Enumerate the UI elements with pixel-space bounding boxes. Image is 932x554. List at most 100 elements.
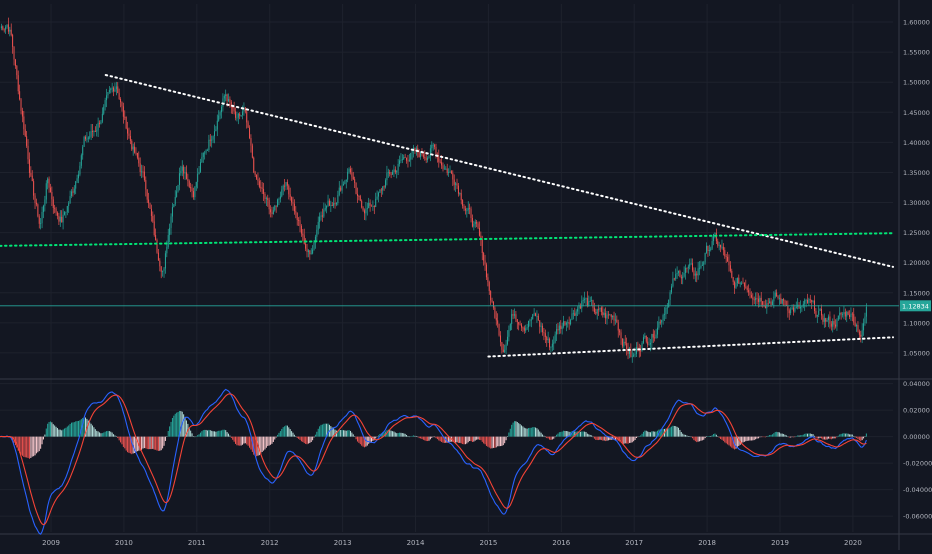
candle-body[interactable] <box>225 94 227 97</box>
candle-body[interactable] <box>621 338 623 347</box>
candle-body[interactable] <box>300 225 302 234</box>
candle-body[interactable] <box>344 181 346 185</box>
candle-body[interactable] <box>521 324 523 328</box>
candle-body[interactable] <box>180 170 182 174</box>
candle-body[interactable] <box>683 272 685 277</box>
candle-body[interactable] <box>197 174 199 182</box>
candle-body[interactable] <box>121 102 123 107</box>
candle-body[interactable] <box>321 215 323 217</box>
candle-body[interactable] <box>846 311 848 317</box>
candle-body[interactable] <box>331 205 333 206</box>
candle-body[interactable] <box>323 209 325 217</box>
candle-body[interactable] <box>630 350 632 357</box>
candle-body[interactable] <box>120 98 122 103</box>
candle-body[interactable] <box>267 198 269 200</box>
candle-body[interactable] <box>746 287 748 291</box>
candle-body[interactable] <box>244 107 246 112</box>
candle-body[interactable] <box>693 270 695 276</box>
candle-body[interactable] <box>42 205 44 212</box>
candle-body[interactable] <box>600 307 602 312</box>
candle-body[interactable] <box>372 205 374 207</box>
candle-body[interactable] <box>749 292 751 296</box>
candle-body[interactable] <box>798 304 800 309</box>
candle-body[interactable] <box>561 326 563 329</box>
candle-body[interactable] <box>485 264 487 278</box>
candle-body[interactable] <box>382 186 384 191</box>
candle-body[interactable] <box>319 216 321 222</box>
candle-body[interactable] <box>644 335 646 338</box>
candle-body[interactable] <box>470 208 472 219</box>
candle-body[interactable] <box>811 300 813 302</box>
candle-body[interactable] <box>256 174 258 179</box>
candle-body[interactable] <box>312 249 314 254</box>
candle-body[interactable] <box>462 200 464 206</box>
candle-body[interactable] <box>394 169 396 173</box>
candle-body[interactable] <box>612 315 614 318</box>
candle-body[interactable] <box>847 311 849 315</box>
candle-body[interactable] <box>85 136 87 140</box>
candle-body[interactable] <box>134 146 136 153</box>
candle-body[interactable] <box>495 317 497 321</box>
candle-body[interactable] <box>829 316 831 324</box>
candle-body[interactable] <box>710 248 712 250</box>
candle-body[interactable] <box>722 246 724 251</box>
candle-body[interactable] <box>596 309 598 314</box>
candle-body[interactable] <box>589 301 591 302</box>
candle-body[interactable] <box>504 349 506 353</box>
candle-body[interactable] <box>581 301 583 309</box>
macd-panel[interactable] <box>0 388 867 535</box>
candle-body[interactable] <box>387 172 389 173</box>
candle-body[interactable] <box>184 172 186 174</box>
candle-body[interactable] <box>427 157 429 161</box>
candle-body[interactable] <box>347 171 349 180</box>
candle-body[interactable] <box>407 160 409 162</box>
candle-body[interactable] <box>240 115 242 116</box>
candle-body[interactable] <box>481 239 483 254</box>
candle-body[interactable] <box>93 131 95 132</box>
candle-body[interactable] <box>278 198 280 200</box>
candle-body[interactable] <box>55 208 57 213</box>
candle-body[interactable] <box>830 323 832 327</box>
candle-body[interactable] <box>515 314 517 320</box>
candle-body[interactable] <box>251 145 253 158</box>
candle-body[interactable] <box>421 151 423 155</box>
candle-body[interactable] <box>690 263 692 265</box>
candle-body[interactable] <box>661 320 663 323</box>
candle-body[interactable] <box>183 166 185 174</box>
candle-body[interactable] <box>386 172 388 181</box>
candle-body[interactable] <box>338 187 340 195</box>
candle-body[interactable] <box>334 203 336 205</box>
candle-body[interactable] <box>627 349 629 354</box>
candle-body[interactable] <box>348 168 350 172</box>
candle-body[interactable] <box>679 270 681 277</box>
candle-body[interactable] <box>518 322 520 325</box>
candle-body[interactable] <box>233 107 235 112</box>
candle-body[interactable] <box>825 318 827 322</box>
candle-body[interactable] <box>104 100 106 107</box>
candle-body[interactable] <box>194 186 196 198</box>
candle-body[interactable] <box>417 148 419 152</box>
candle-body[interactable] <box>823 318 825 322</box>
candle-body[interactable] <box>715 233 717 242</box>
candle-body[interactable] <box>651 333 653 343</box>
candle-body[interactable] <box>497 320 499 324</box>
candle-body[interactable] <box>770 301 772 305</box>
candle-body[interactable] <box>463 205 465 209</box>
candle-body[interactable] <box>163 268 165 271</box>
candle-body[interactable] <box>271 212 273 215</box>
candle-body[interactable] <box>543 332 545 334</box>
candle-body[interactable] <box>328 200 330 206</box>
candle-body[interactable] <box>801 306 803 308</box>
candle-body[interactable] <box>92 131 94 132</box>
candle-body[interactable] <box>425 157 427 161</box>
candle-body[interactable] <box>533 313 535 315</box>
candle-body[interactable] <box>742 282 744 284</box>
candle-body[interactable] <box>464 208 466 211</box>
candle-body[interactable] <box>556 329 558 335</box>
candle-body[interactable] <box>718 245 720 246</box>
candle-body[interactable] <box>152 216 154 222</box>
candle-body[interactable] <box>476 221 478 224</box>
candle-body[interactable] <box>491 300 493 303</box>
candle-body[interactable] <box>586 298 588 306</box>
